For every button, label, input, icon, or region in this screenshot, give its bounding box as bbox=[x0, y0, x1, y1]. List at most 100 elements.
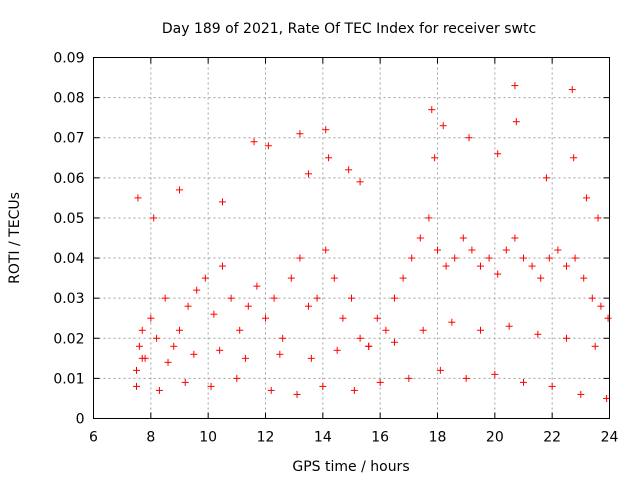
data-point bbox=[279, 334, 287, 342]
data-point bbox=[184, 302, 192, 310]
data-point bbox=[494, 270, 502, 278]
data-point bbox=[408, 254, 416, 262]
plot-frame bbox=[93, 57, 610, 419]
data-point bbox=[603, 394, 611, 402]
y-tick-label: 0.03 bbox=[53, 291, 84, 307]
x-tick-label: 12 bbox=[257, 430, 275, 446]
data-point bbox=[164, 358, 172, 366]
data-point bbox=[462, 374, 470, 382]
data-point bbox=[241, 354, 249, 362]
data-point bbox=[554, 246, 562, 254]
data-point bbox=[545, 254, 553, 262]
data-point bbox=[345, 166, 353, 174]
data-point bbox=[439, 122, 447, 130]
data-point bbox=[511, 234, 519, 242]
data-point bbox=[563, 262, 570, 270]
data-point bbox=[264, 142, 272, 150]
data-point bbox=[448, 318, 456, 326]
data-point bbox=[190, 350, 198, 358]
data-point bbox=[591, 342, 599, 350]
data-point bbox=[319, 382, 327, 390]
x-tick-label: 24 bbox=[601, 430, 619, 446]
data-point bbox=[307, 354, 315, 362]
data-point bbox=[155, 386, 163, 394]
data-point bbox=[365, 342, 373, 350]
data-point bbox=[339, 314, 347, 322]
data-point bbox=[477, 262, 484, 270]
data-point bbox=[534, 330, 542, 338]
data-point bbox=[597, 302, 605, 310]
data-point bbox=[313, 294, 321, 302]
data-point bbox=[568, 86, 576, 94]
data-point bbox=[416, 234, 424, 242]
y-tick-label: 0.01 bbox=[53, 371, 84, 387]
data-point bbox=[134, 194, 142, 202]
data-point bbox=[161, 294, 169, 302]
data-point bbox=[356, 334, 364, 342]
data-point bbox=[296, 130, 304, 138]
points-layer bbox=[133, 82, 612, 402]
data-point bbox=[434, 246, 441, 254]
y-tick-label: 0.08 bbox=[53, 91, 84, 107]
data-point bbox=[505, 322, 513, 330]
data-point bbox=[322, 246, 330, 254]
data-point bbox=[391, 294, 398, 302]
data-point bbox=[491, 370, 499, 378]
data-point bbox=[330, 274, 338, 282]
data-point bbox=[577, 390, 585, 398]
data-point bbox=[431, 154, 439, 162]
x-tick-label: 10 bbox=[199, 430, 217, 446]
data-point bbox=[419, 326, 427, 334]
data-point bbox=[520, 378, 527, 386]
data-point bbox=[528, 262, 536, 270]
data-point bbox=[293, 390, 301, 398]
x-tick-label: 8 bbox=[146, 430, 155, 446]
data-point bbox=[287, 274, 295, 282]
x-tick-label: 22 bbox=[543, 430, 561, 446]
data-point bbox=[580, 274, 588, 282]
data-point bbox=[176, 186, 183, 194]
data-point bbox=[583, 194, 591, 202]
data-point bbox=[348, 294, 355, 302]
data-point bbox=[227, 294, 235, 302]
x-axis-label: GPS time / hours bbox=[292, 459, 409, 475]
data-point bbox=[270, 294, 278, 302]
data-point bbox=[150, 214, 158, 222]
data-point bbox=[253, 282, 261, 290]
data-point bbox=[153, 334, 161, 342]
data-point bbox=[391, 338, 398, 346]
data-point bbox=[588, 294, 596, 302]
data-point bbox=[133, 366, 140, 374]
data-point bbox=[520, 254, 527, 262]
data-point bbox=[207, 382, 215, 390]
data-point bbox=[485, 254, 493, 262]
data-point bbox=[563, 334, 570, 342]
data-point bbox=[325, 154, 333, 162]
data-point bbox=[193, 286, 201, 294]
data-point bbox=[147, 314, 155, 322]
data-point bbox=[511, 82, 519, 90]
data-point bbox=[219, 198, 226, 206]
y-tick-label: 0.04 bbox=[53, 251, 84, 267]
data-point bbox=[170, 342, 178, 350]
x-tick-label: 18 bbox=[429, 430, 447, 446]
data-point bbox=[570, 154, 578, 162]
y-tick-label: 0.02 bbox=[53, 331, 84, 347]
tick-layer: 6 8 10 12 14 16 18 20 22 24 0 0.01 0.02 0.03 0.04 0.05 0… bbox=[53, 51, 618, 446]
data-point bbox=[262, 314, 269, 322]
data-point bbox=[399, 274, 407, 282]
x-tick-label: 16 bbox=[371, 430, 389, 446]
data-point bbox=[176, 326, 183, 334]
data-point bbox=[322, 126, 330, 134]
x-tick-label: 20 bbox=[486, 430, 504, 446]
data-point bbox=[594, 214, 602, 222]
data-point bbox=[201, 274, 209, 282]
data-point bbox=[477, 326, 484, 334]
y-tick-label: 0.05 bbox=[53, 211, 84, 227]
data-point bbox=[244, 302, 252, 310]
data-point bbox=[333, 346, 341, 354]
data-point bbox=[181, 378, 189, 386]
data-point bbox=[305, 302, 312, 310]
y-tick-label: 0.06 bbox=[53, 171, 84, 187]
data-point bbox=[138, 354, 146, 362]
